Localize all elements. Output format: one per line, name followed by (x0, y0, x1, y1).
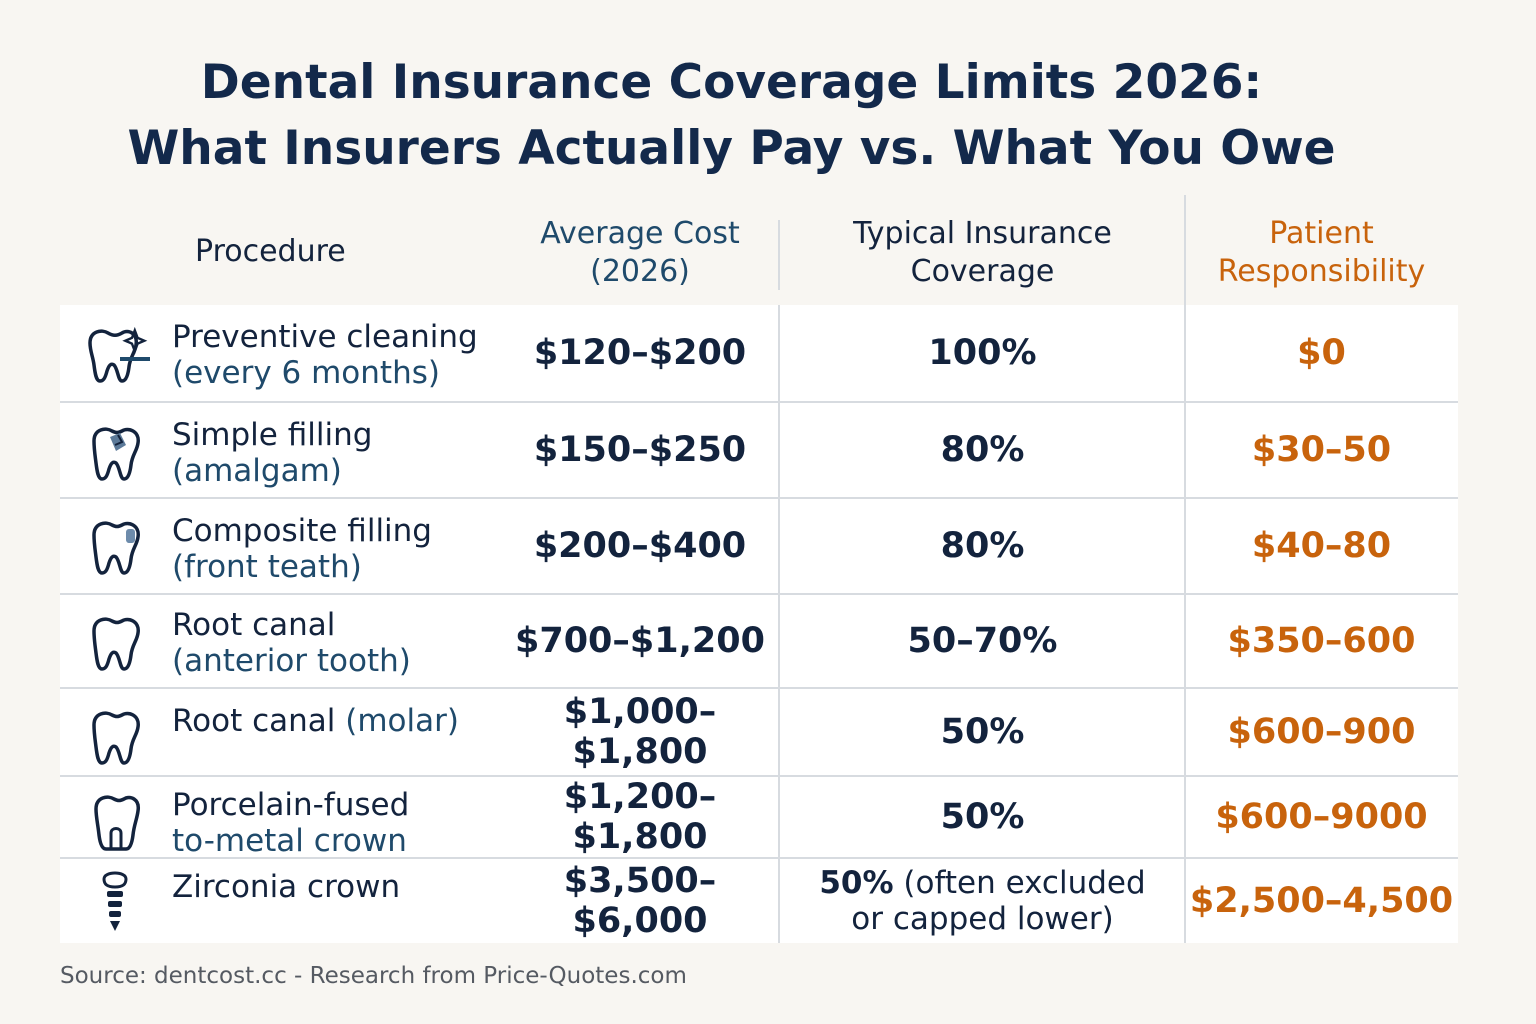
procedure-title: Simple filling (172, 417, 373, 453)
procedure-detail: (molar) (345, 703, 459, 739)
table-row: Preventive cleaning (every 6 months) $12… (60, 305, 1458, 403)
tooth-root-icon (94, 795, 140, 851)
average-cost: $3,500–$6,000 (563, 861, 717, 941)
patient-cost: $0 (1297, 333, 1346, 373)
coverage-percent: 100% (928, 333, 1037, 373)
procedure-name: Root canal (anterior tooth) (172, 607, 411, 679)
header-divider (1184, 195, 1186, 305)
header-patient-responsibility: Patient Responsibility (1185, 215, 1458, 291)
average-cost: $1,000–$1,800 (563, 692, 717, 772)
coverage-note: (often excluded (903, 865, 1146, 901)
tooth-sparkle-icon (88, 326, 150, 383)
tooth-cavity-icon (92, 427, 140, 481)
procedure-title: Root canal (172, 703, 336, 739)
procedure-name: Composite filling (front teath) (172, 513, 432, 585)
patient-cost: $350–600 (1227, 621, 1416, 661)
table-header: Procedure Average Cost (2026) Typical In… (60, 195, 1458, 307)
procedure-title: Composite filling (172, 513, 432, 549)
procedure-name: Zirconia crown (172, 869, 400, 905)
header-patient-line-2: Responsibility (1217, 254, 1426, 289)
coverage-percent: 50% (often excluded or capped lower) (780, 859, 1185, 943)
header-average-cost: Average Cost (2026) (500, 215, 780, 291)
procedure-detail: (front teath) (172, 549, 362, 585)
patient-cost: $2,500–4,500 (1189, 881, 1454, 921)
procedure-title: Zirconia crown (172, 869, 401, 905)
tooth-icon (92, 711, 140, 765)
average-cost: $200–$400 (533, 526, 747, 566)
procedure-detail: (amalgam) (172, 453, 342, 489)
coverage-percent: 80% (940, 526, 1025, 566)
coverage-percent: 80% (940, 430, 1025, 470)
source-note: Source: dentcost.cc - Research from Pric… (60, 963, 687, 989)
header-cost-line-1: Average Cost (540, 216, 740, 251)
table-body: Preventive cleaning (every 6 months) $12… (60, 305, 1458, 943)
implant-icon (102, 871, 128, 931)
average-cost: $700–$1,200 (515, 621, 765, 661)
table-row: Porcelain-fused to-metal crown $1,200–$1… (60, 777, 1458, 859)
coverage-note-line-2: or capped lower) (851, 901, 1114, 937)
procedure-name: Preventive cleaning (every 6 months) (172, 319, 478, 391)
coverage-value: 50% (819, 865, 894, 901)
table-row: Root canal (molar) $1,000–$1,800 50% $60… (60, 689, 1458, 777)
table-row: Zirconia crown $3,500–$6,000 50% (often … (60, 859, 1458, 943)
header-divider (778, 220, 780, 290)
column-divider (778, 305, 780, 943)
table-row: Root canal (anterior tooth) $700–$1,200 … (60, 595, 1458, 689)
header-coverage: Typical Insurance Coverage (780, 215, 1185, 291)
header-coverage-line-2: Coverage (910, 254, 1055, 289)
procedure-name: Simple filling (amalgam) (172, 417, 372, 489)
title-line-2: What Insurers Actually Pay vs. What You … (127, 121, 1336, 176)
procedure-detail: to-metal crown (172, 823, 407, 859)
patient-cost: $40–80 (1251, 526, 1392, 566)
patient-cost: $30–50 (1251, 430, 1392, 470)
procedure-detail: (anterior tooth) (172, 643, 411, 679)
procedure-title: Preventive cleaning (172, 319, 478, 355)
tooth-filling-icon (92, 521, 140, 575)
column-divider (1184, 305, 1186, 943)
average-cost: $1,200–$1,800 (563, 777, 717, 857)
header-coverage-line-1: Typical Insurance (853, 216, 1112, 251)
procedure-detail: (every 6 months) (172, 355, 440, 391)
header-cost-line-2: (2026) (590, 254, 690, 289)
coverage-percent: 50% (940, 797, 1025, 837)
title-line-1: Dental Insurance Coverage Limits 2026: (200, 55, 1263, 110)
procedure-name: Porcelain-fused to-metal crown (172, 787, 409, 859)
tooth-icon (92, 617, 140, 671)
coverage-percent: 50–70% (907, 621, 1058, 661)
header-procedure: Procedure (195, 234, 346, 269)
coverage-percent: 50% (940, 712, 1025, 752)
average-cost: $150–$250 (533, 430, 747, 470)
procedure-title: Root canal (172, 607, 336, 643)
page-title: Dental Insurance Coverage Limits 2026: W… (0, 50, 1463, 182)
patient-cost: $600–900 (1227, 712, 1416, 752)
coverage-table: Procedure Average Cost (2026) Typical In… (60, 195, 1458, 943)
patient-cost: $600–9000 (1215, 797, 1428, 837)
header-patient-line-1: Patient (1269, 216, 1374, 251)
table-row: Simple filling (amalgam) $150–$250 80% $… (60, 403, 1458, 499)
procedure-name: Root canal (molar) (172, 703, 459, 739)
average-cost: $120–$200 (533, 333, 747, 373)
table-row: Composite filling (front teath) $200–$40… (60, 499, 1458, 595)
procedure-title: Porcelain-fused (172, 787, 410, 823)
